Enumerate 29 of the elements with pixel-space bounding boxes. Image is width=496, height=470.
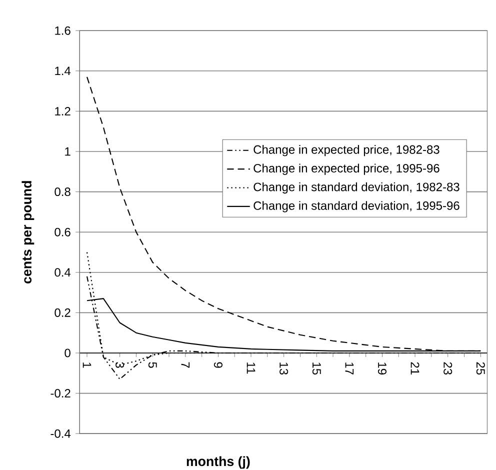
y-tick-label: 0.6 [54, 228, 70, 236]
x-tick-label: 21 [410, 362, 420, 374]
legend-label: Change in expected price, 1982-83 [254, 145, 440, 156]
x-axis-title: months (j) [186, 456, 250, 469]
x-tick-label: 25 [476, 362, 485, 375]
x-tick-label: 7 [181, 362, 190, 368]
legend-label: Change in standard deviation, 1995-96 [254, 201, 460, 212]
y-tick-label: -0.2 [50, 389, 70, 398]
legend-label: Change in expected price, 1995-96 [254, 164, 440, 175]
y-tick-label: 0.4 [54, 268, 71, 277]
x-tick-label: 17 [345, 362, 354, 374]
y-tick-label: 0.8 [54, 188, 70, 196]
legend-label: Change in standard deviation, 1982-83 [254, 182, 460, 194]
y-tick-label: 1.4 [55, 66, 71, 76]
x-tick-label: 13 [280, 362, 288, 375]
y-tick-label: 0 [64, 348, 70, 358]
y-tick-label: 1.6 [55, 26, 70, 35]
x-tick-label: 19 [378, 362, 386, 374]
x-tick-label: 5 [148, 362, 157, 368]
y-tick-label: -0.4 [50, 429, 71, 438]
x-tick-label: 11 [246, 362, 256, 374]
x-tick-label: 23 [444, 362, 452, 375]
y-axis-title: cents per pound [22, 181, 34, 284]
y-tick-label: 0.2 [54, 308, 70, 317]
x-tick-label: 1 [82, 362, 92, 368]
x-tick-label: 9 [214, 362, 222, 368]
y-tick-label: 1.2 [55, 106, 70, 116]
x-tick-label: 15 [312, 362, 321, 375]
y-tick-label: 1 [65, 147, 70, 156]
